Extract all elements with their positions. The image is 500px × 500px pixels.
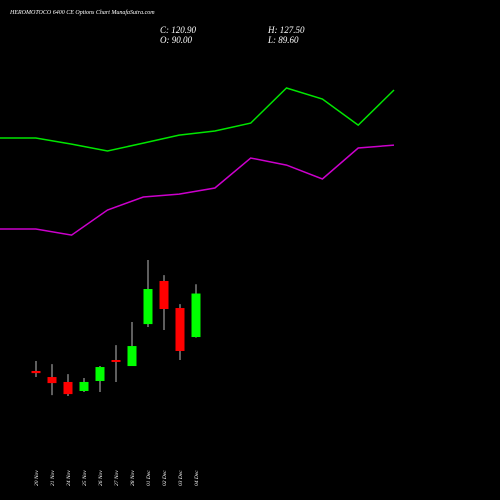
candle-body: [159, 280, 169, 310]
candle-body: [143, 289, 153, 325]
chart-title: HEROMOTOCO 6400 CE Options Chart MunafaS…: [9, 9, 155, 16]
x-tick-label: 28 Nov: [130, 470, 136, 486]
x-tick-label: 03 Dec: [178, 470, 184, 486]
candle-body: [31, 370, 41, 374]
x-tick-label: 24 Nov: [65, 470, 72, 486]
x-tick-label: 27 Nov: [114, 470, 120, 486]
candle-body: [175, 308, 185, 351]
x-tick-label: 02 Dec: [162, 470, 168, 486]
close-label: C: 120.90: [160, 25, 197, 35]
candle-body: [47, 377, 57, 384]
x-tick-label: 01 Dec: [146, 470, 152, 486]
indicator-line: [0, 144, 395, 236]
x-tick-label: 20 Nov: [34, 470, 40, 486]
candle-body: [95, 367, 105, 381]
candle-body: [63, 381, 73, 395]
candle-body: [111, 360, 121, 362]
candle-body: [79, 381, 89, 391]
candle-body: [127, 346, 137, 367]
high-label: H: 127.50: [267, 25, 305, 35]
x-tick-label: 21 Nov: [50, 470, 56, 486]
x-tick-label: 04 Dec: [193, 470, 200, 486]
x-tick-label: 25 Nov: [82, 470, 88, 486]
candle-body: [191, 293, 201, 338]
open-label: O: 90.00: [160, 35, 192, 45]
indicator-line: [0, 87, 395, 152]
low-label: L: 89.60: [267, 35, 299, 45]
x-tick-label: 26 Nov: [98, 470, 104, 486]
